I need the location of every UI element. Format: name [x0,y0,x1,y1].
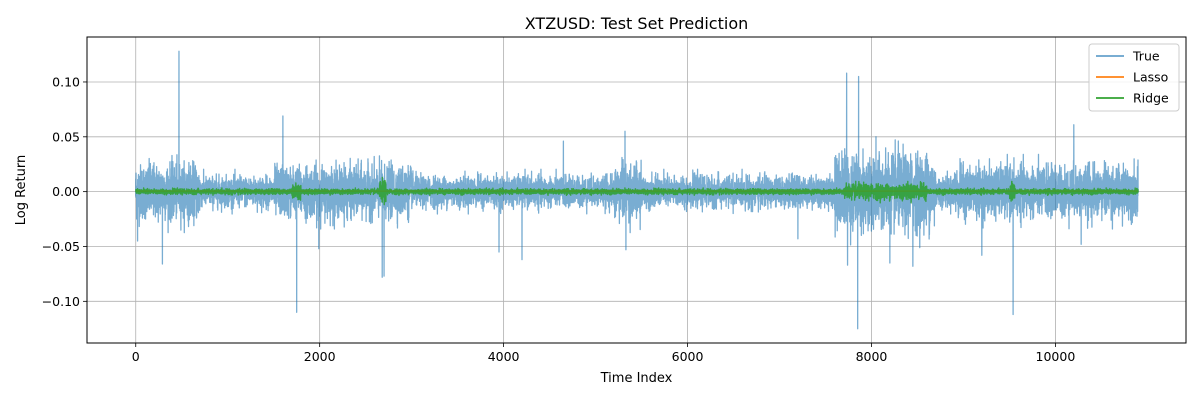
x-tick-label: 0 [132,349,140,364]
y-axis-title: Log Return [14,155,29,226]
x-tick-label: 4000 [488,349,520,364]
series-line-ridge [135,176,1139,206]
y-tick-label: 0.05 [52,129,80,144]
x-tick-label: 8000 [856,349,888,364]
x-tick-label: 6000 [672,349,704,364]
plot-frame [86,36,1187,344]
y-tick-label: −0.10 [42,294,80,309]
legend-label-lasso: Lasso [1133,70,1168,85]
legend-label-ridge: Ridge [1133,91,1169,106]
x-tick-label: 10000 [1036,349,1076,364]
axis-ticks: 0 2000 4000 6000 8000 10000 −0.10 −0.05 0.00 0.05… [42,74,1076,364]
y-tick-label: −0.05 [42,239,80,254]
plot-area [135,50,1139,330]
x-tick-label: 2000 [304,349,336,364]
x-axis-title: Time Index [600,371,673,386]
series-line-true [135,50,1139,330]
legend-box [1088,43,1180,112]
series-layer [135,50,1139,330]
legend: True Lasso Ridge [1088,43,1180,112]
chart-title: XTZUSD: Test Set Prediction [525,14,749,33]
legend-label-true: True [1132,49,1160,64]
y-tick-label: 0.00 [52,184,80,199]
y-tick-label: 0.10 [52,74,80,89]
